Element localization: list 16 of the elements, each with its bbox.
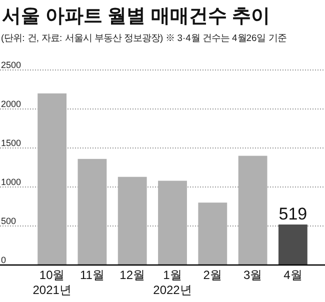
x-tick-label: 4월 [284,268,302,282]
data-label: 519 [278,204,308,224]
x-tick-label: 12월 [120,268,146,282]
y-tick-label: 2500 [1,60,22,70]
x-tick-label: 10월 2021년 [32,268,72,297]
chart-title: 서울 아파트 월별 매매건수 추이 [2,6,270,27]
x-tick-label: 1월 2022년 [153,268,192,297]
y-tick-label: 1500 [1,138,22,148]
x-tick-label: 2월 [203,268,222,282]
y-tick-label: 0 [1,255,6,265]
x-tick-label: 3월 [243,268,262,282]
x-tick-label: 11월 [80,268,104,282]
y-tick-label: 2000 [1,99,22,109]
y-tick-label: 500 [1,216,16,226]
y-tick-label: 1000 [1,177,22,187]
chart-subtitle: (단위: 건, 자료: 서울시 부동산 정보광장) ※ 3·4월 건수는 4월26일 기준 [1,32,286,43]
